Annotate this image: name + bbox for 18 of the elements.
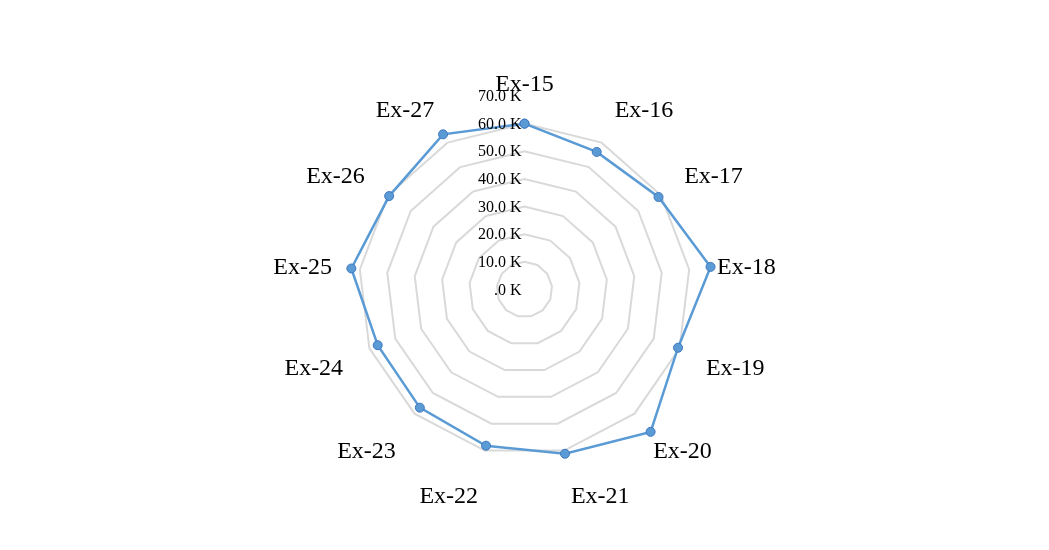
spoke-label: Ex-21 [570, 482, 630, 509]
spoke-label: Ex-22 [419, 482, 479, 509]
spoke-label: Ex-20 [653, 437, 712, 464]
y-tick-label: 30.0 K [478, 197, 523, 215]
spoke-label: Ex-17 [684, 162, 743, 189]
y-tick-label: .0 K [494, 280, 523, 298]
y-tick-label: 50.0 K [478, 142, 523, 160]
y-tick-label: 20.0 K [478, 225, 523, 243]
spoke-label: Ex-23 [337, 437, 396, 464]
spoke-label: Ex-25 [273, 252, 332, 279]
spoke-label: Ex-19 [705, 353, 765, 380]
spoke-label: Ex-24 [284, 353, 344, 380]
y-tick-label: 10.0 K [478, 253, 523, 271]
spoke-label: Ex-16 [614, 96, 674, 123]
spoke-label: Ex-26 [306, 162, 365, 189]
spoke-label: Ex-27 [375, 96, 435, 123]
spoke-label: Ex-18 [717, 252, 776, 279]
y-tick-label: 40.0 K [478, 170, 523, 188]
